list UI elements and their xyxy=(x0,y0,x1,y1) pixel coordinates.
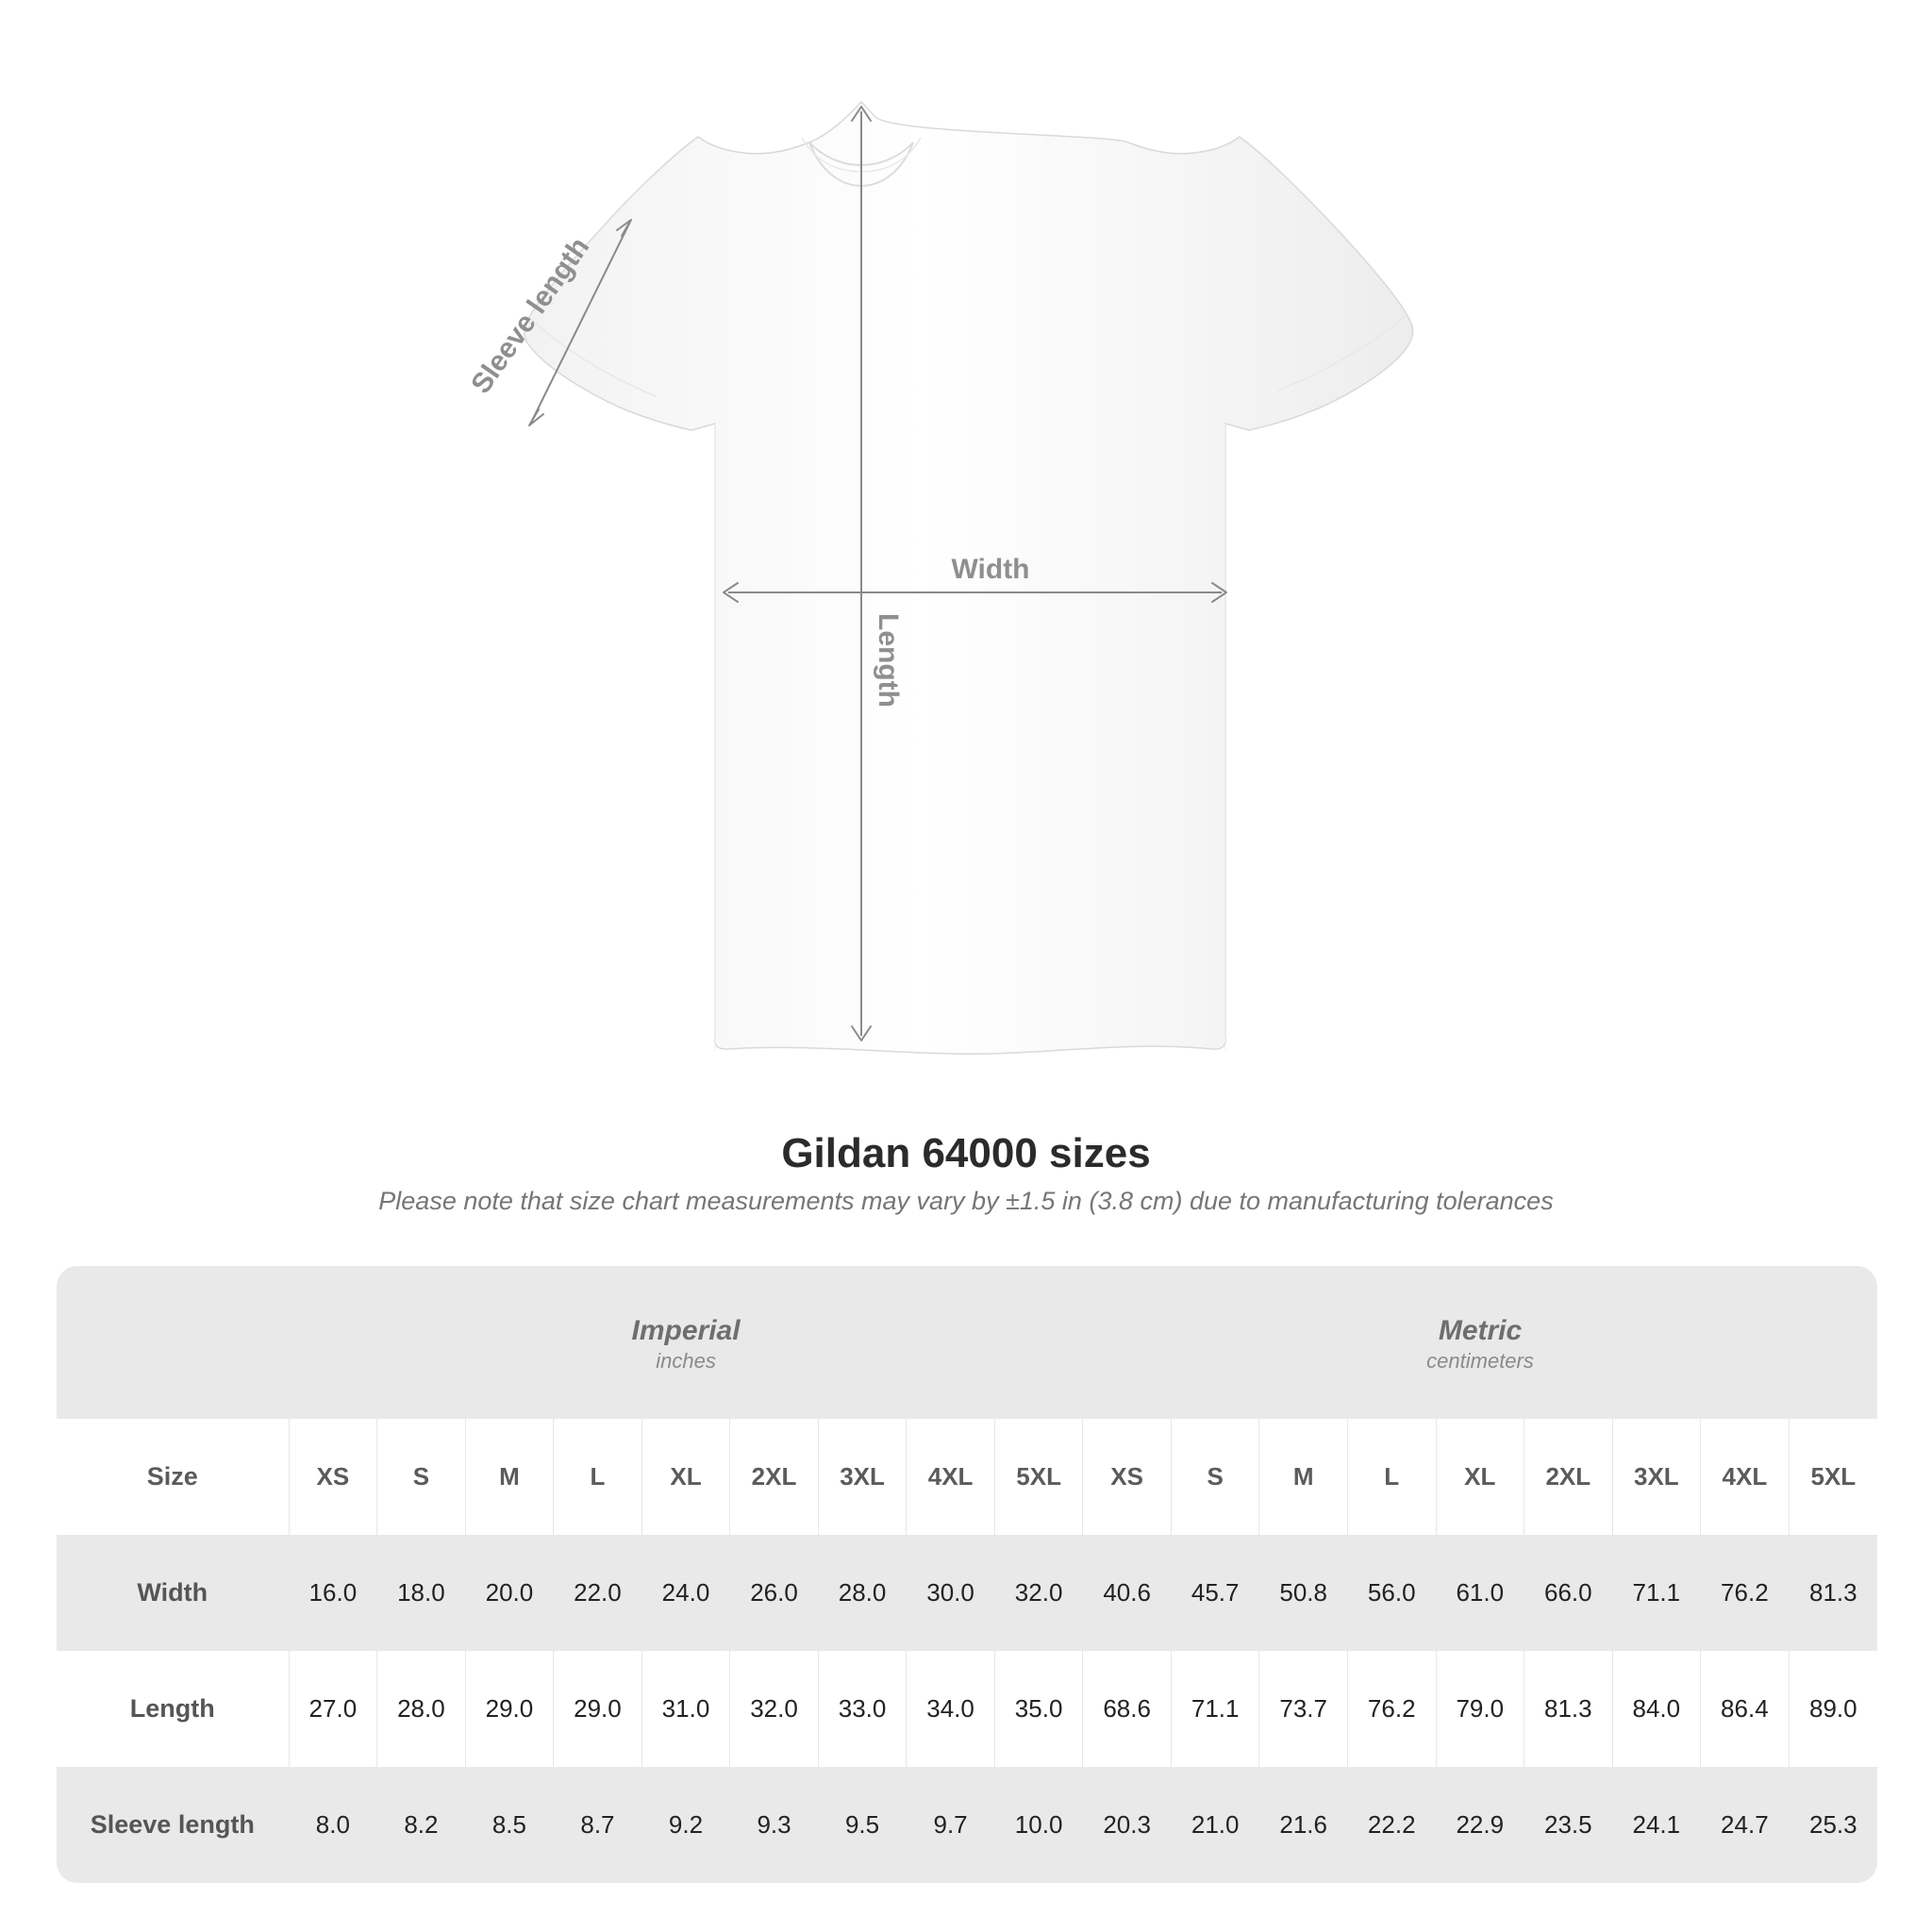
svg-text:Width: Width xyxy=(951,554,1029,585)
svg-text:Length: Length xyxy=(873,613,904,708)
